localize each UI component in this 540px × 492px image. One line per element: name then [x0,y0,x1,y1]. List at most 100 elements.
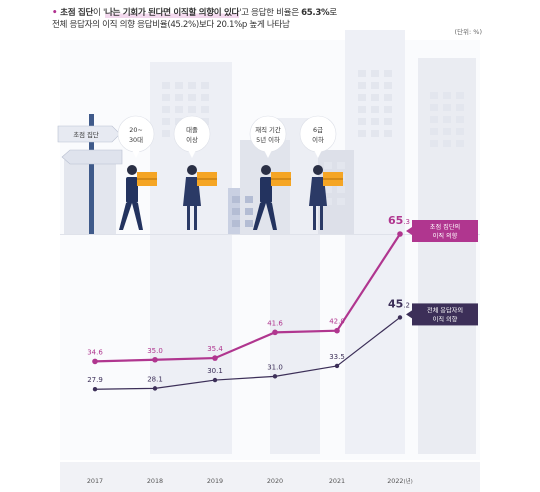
bubble-line-2: 5년 이하 [256,135,280,144]
office-worker-figure [253,165,291,230]
body [260,177,272,203]
bubble-line-2: 이하 [312,135,324,144]
window [371,82,379,89]
x-tick-label: 2021 [329,477,345,485]
series-name-line-2: 이직 의향 [433,232,458,240]
signpost-sign-right [57,125,121,143]
leg [132,203,143,230]
series-label-box [412,220,478,243]
box-tape [323,178,343,180]
bubble-tail [132,150,140,158]
data-label: 30.1 [207,367,223,375]
background-illustration [60,30,480,460]
final-value-main: 65 [388,214,403,227]
leg [194,206,197,230]
window [337,186,345,193]
building-4 [418,58,476,454]
bubble-tail [264,150,272,158]
ground-line [60,234,480,235]
data-point [397,315,403,320]
window [430,104,438,111]
window [371,130,379,137]
data-label: 33.5 [329,353,345,361]
x-tick-label: 2019 [207,477,223,485]
window [384,106,392,113]
window [371,94,379,101]
window [456,128,464,135]
body [309,177,327,206]
office-worker-figure [119,165,157,230]
window [384,118,392,125]
body [183,177,201,206]
data-label: 35.0 [147,347,163,355]
data-label: 41.6 [267,319,283,327]
signpost-pole [89,114,94,234]
unit-label: (단위: %) [454,28,482,36]
head [313,165,323,175]
window [162,94,170,101]
headline-text-b: '고 응답한 비율은 [239,8,302,18]
data-point [272,329,278,336]
series-label-pointer [406,227,412,236]
window [358,82,366,89]
data-point [152,356,158,363]
bubble-tail [314,150,322,158]
body [126,177,138,203]
window [384,82,392,89]
window [384,70,392,77]
window [201,82,209,89]
window [232,196,240,203]
data-point [334,327,340,334]
window [443,104,451,111]
data-label: 34.6 [87,348,103,356]
leg [187,206,190,230]
series-label-pointer [406,310,412,319]
head [261,165,271,175]
window [245,196,253,203]
data-label: 28.1 [147,375,163,383]
bubble-shape [173,115,211,153]
bubble-shape [299,115,337,153]
office-worker-figure [309,165,343,230]
window [245,208,253,215]
x-tick-label: 2017 [87,477,103,485]
box-tape [197,178,217,180]
window [232,208,240,215]
series-label-box [412,303,478,326]
window [337,198,345,205]
window [456,116,464,123]
data-label: 31.0 [267,363,283,371]
window [430,128,438,135]
final-value-decimal: .2 [403,301,410,309]
data-label: 42.0 [329,318,345,326]
x-axis: 2017 2018 2019 2020 2021 2022(년) [60,462,480,492]
window [358,70,366,77]
bubble-line-1: 20~ [129,126,143,134]
signpost-sign-left [61,149,123,165]
window [324,162,332,169]
window [175,106,183,113]
window [162,118,170,125]
data-point [212,355,218,361]
headline-line-2: 전체 응답자의 이직 의향 응답비율(45.2%)보다 20.1%p 높게 나타… [52,20,290,30]
data-label-final: 45.2 [388,297,410,310]
survey-statement: 나는 기회가 된다면 이직할 의향이 있다 [104,8,240,18]
window [384,130,392,137]
window [324,198,332,205]
series-name-line-1: 초점 집단의 [430,223,460,231]
window [430,140,438,147]
focus-rate: 65.3% [301,8,330,18]
signpost: 초점 집단 [57,114,123,234]
bubble-line-2: 이상 [186,135,198,144]
window [443,116,451,123]
speech-bubble: 20~30대 [117,115,155,158]
x-tick-label: 2022(년) [387,477,413,485]
head [187,165,197,175]
window [324,186,332,193]
x-tick-label: 2018 [147,477,163,485]
window [232,220,240,227]
